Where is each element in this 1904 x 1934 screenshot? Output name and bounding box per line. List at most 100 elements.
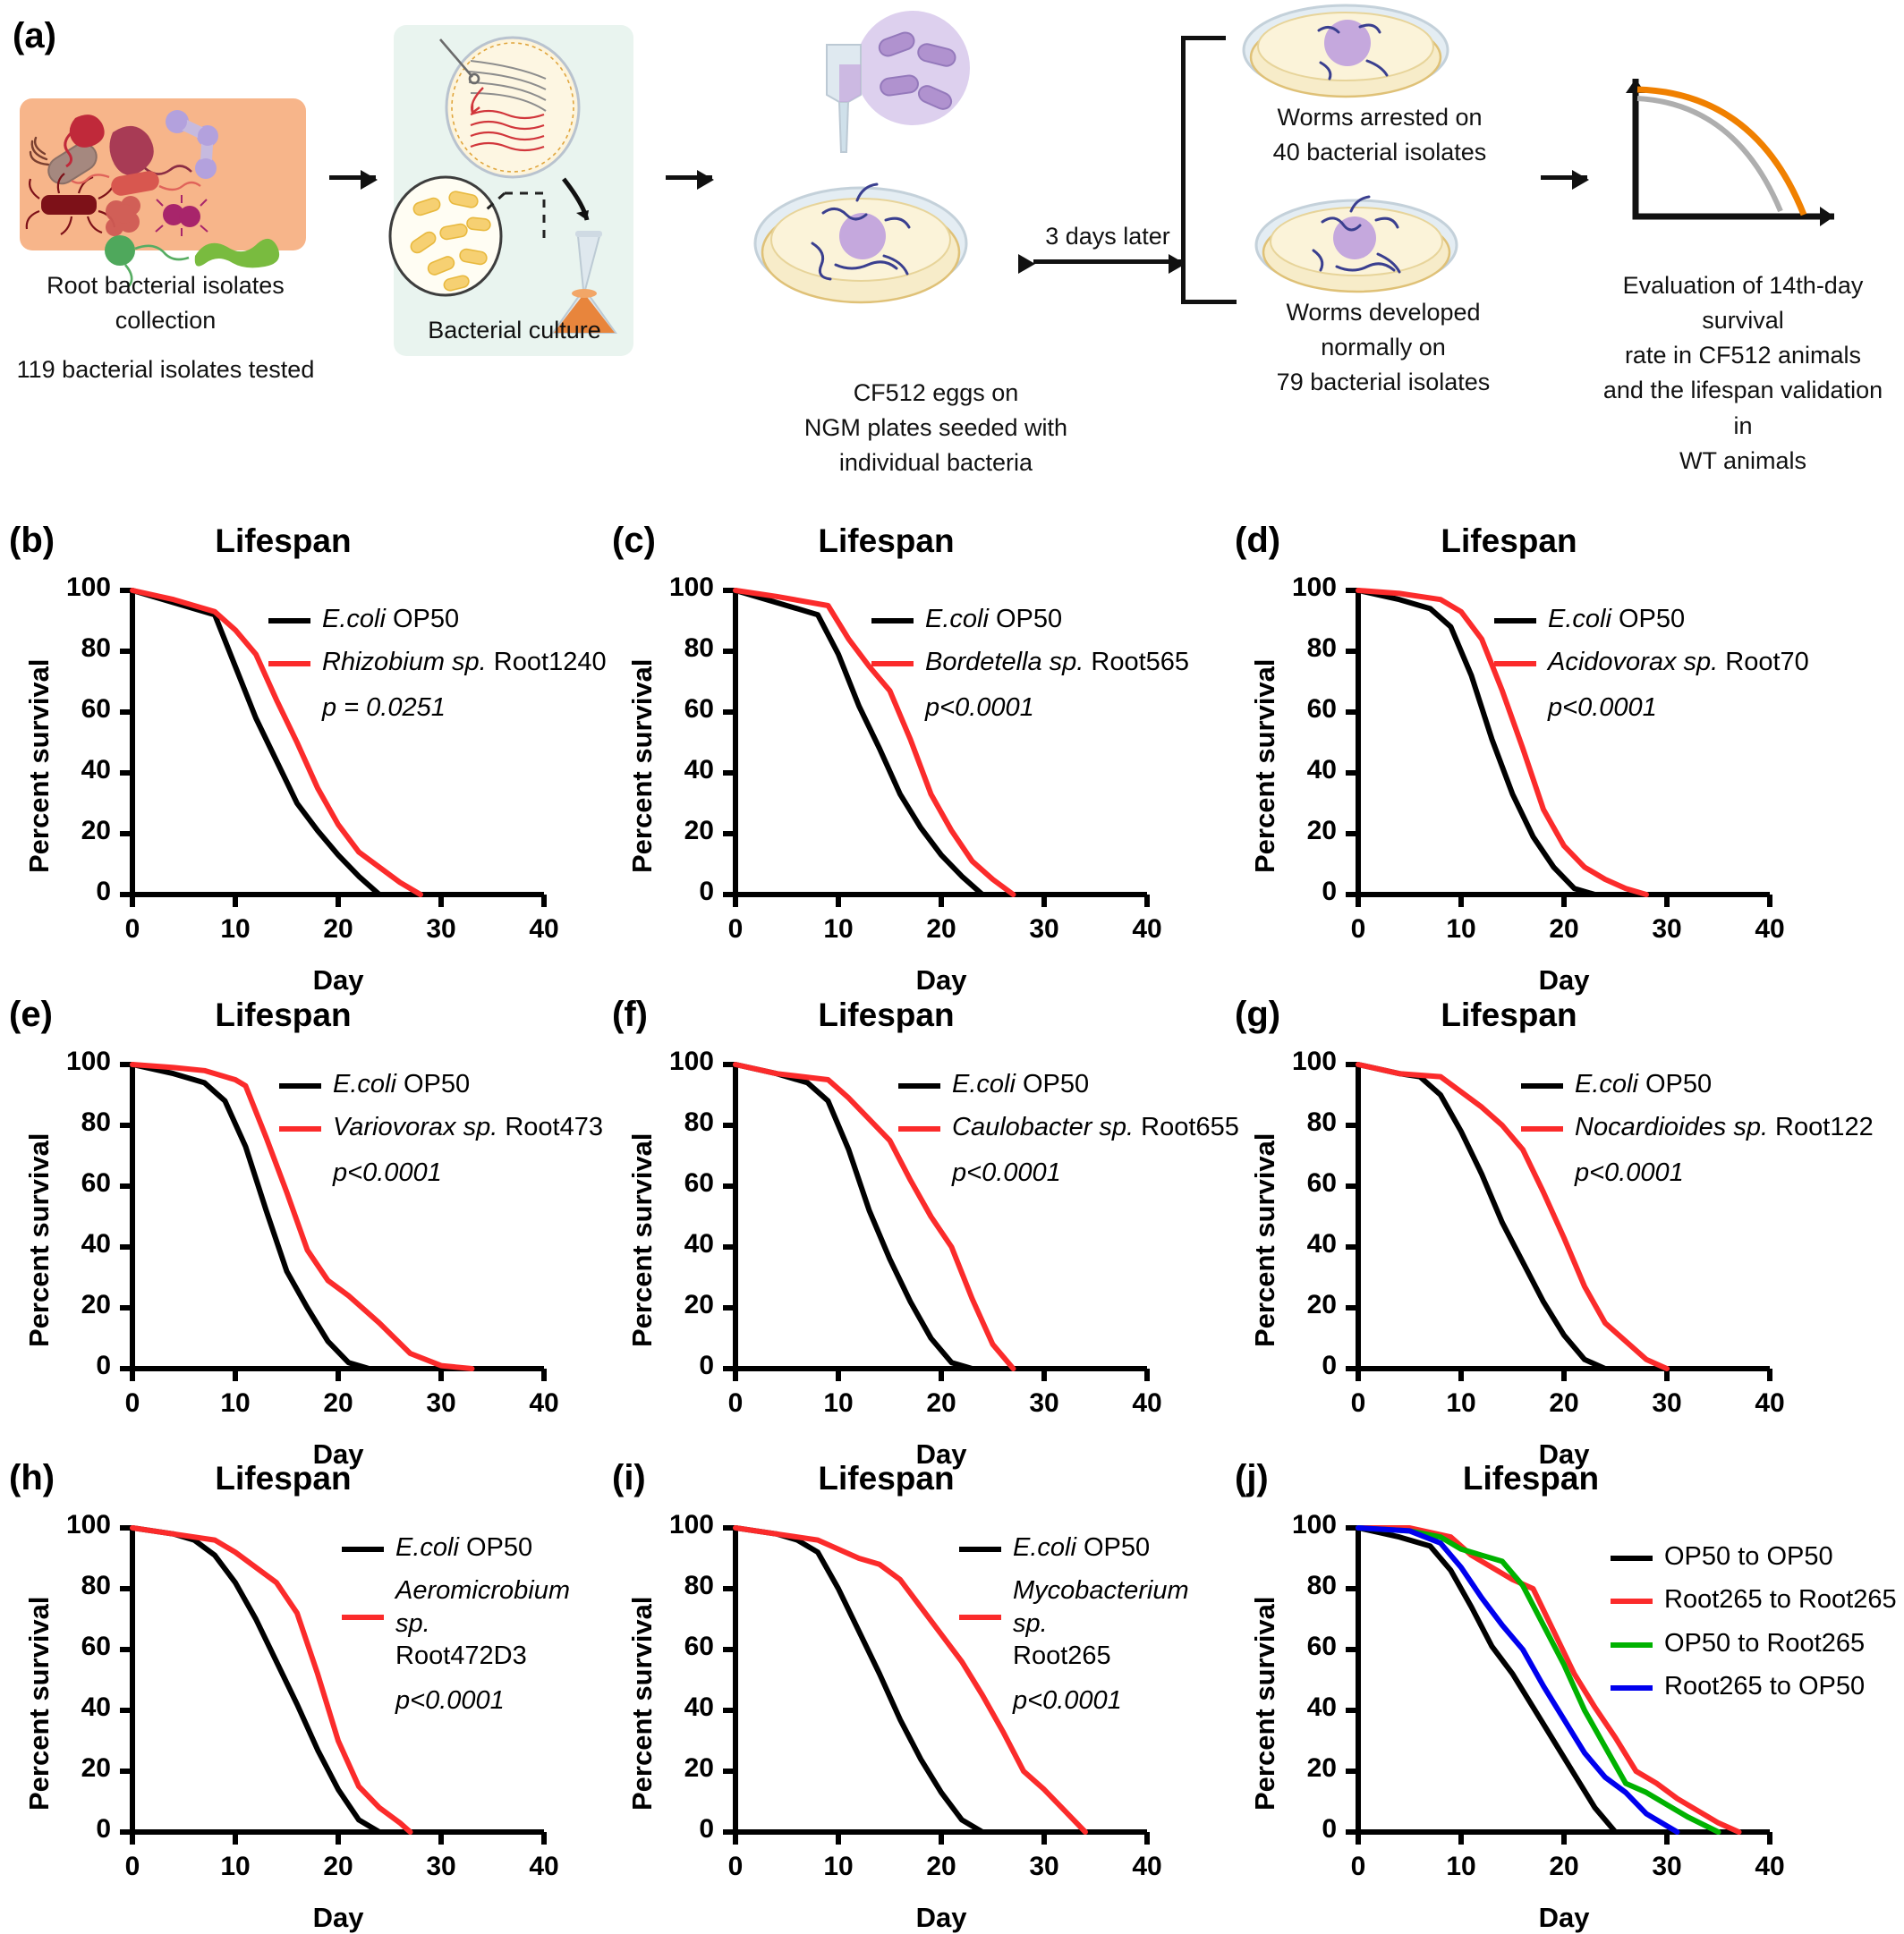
caption-line: 119 bacterial isolates tested	[16, 356, 315, 384]
legend-line-swatch-red	[268, 661, 310, 667]
x-axis-label: Day	[1538, 1438, 1590, 1470]
x-axis-label: Day	[1538, 1902, 1590, 1933]
series-line	[733, 588, 1016, 897]
x-axis-label: Day	[915, 1902, 967, 1933]
y-axis-label: Percent survival	[23, 1132, 55, 1347]
legend-item-op50-to-root265: OP50 to Root265	[1611, 1627, 1904, 1659]
x-tick-label: 20	[323, 1852, 353, 1881]
bacteria-illustration	[25, 110, 280, 287]
x-tick-label: 0	[1350, 914, 1366, 944]
legend-item-control: E.coli OP50	[1494, 603, 1809, 635]
chart-legend: E.coli OP50 Bordetella sp. Root565 p<0.0…	[871, 603, 1189, 724]
caption-line: individual bacteria	[838, 449, 1033, 477]
panel-d-chart: (d) Lifespan 100 80 60 40 20 0 0 10 20 30 40 Percen…	[1226, 521, 1860, 996]
caption-line: 79 bacterial isolates	[1276, 369, 1491, 396]
p-value-label: p<0.0001	[1013, 1686, 1122, 1715]
x-tick-label: 20	[926, 1852, 956, 1881]
chart-legend: E.coli OP50 Rhizobium sp. Root1240 p = 0…	[268, 603, 607, 724]
x-tick-label: 20	[1549, 1852, 1579, 1881]
x-tick-label: 40	[1755, 1388, 1785, 1418]
plot-canvas	[120, 588, 547, 907]
legend-line-swatch-black	[1521, 1083, 1563, 1089]
x-tick-label: 40	[1132, 914, 1162, 944]
y-tick-label: 100	[1291, 1510, 1337, 1540]
caption-cf512-eggs: CF512 eggs on NGM plates seeded with ind…	[784, 376, 1088, 480]
legend-item-treatment: Nocardioides sp. Root122	[1521, 1111, 1874, 1143]
x-tick-label: 30	[1652, 1388, 1682, 1418]
y-tick-label: 0	[1322, 1814, 1337, 1844]
legend-label: E.coli OP50	[1548, 605, 1686, 633]
y-tick-label: 40	[81, 1229, 111, 1259]
y-tick-label: 20	[684, 1290, 714, 1319]
plot-canvas	[1346, 588, 1772, 907]
arrested-worms-plate	[1242, 4, 1449, 98]
y-tick-label: 80	[81, 1571, 111, 1600]
y-tick-label: 0	[96, 877, 111, 906]
y-tick-label: 40	[684, 1229, 714, 1259]
caption-bacterial-culture: Bacterial culture	[385, 313, 644, 348]
chart-legend: OP50 to OP50 Root265 to Root265 OP50 to …	[1611, 1540, 1904, 1713]
legend-label: Root265 to Root265	[1664, 1585, 1897, 1615]
x-tick-label: 30	[426, 1388, 456, 1418]
x-axis-label: Day	[312, 1902, 364, 1933]
p-value-label: p<0.0001	[1548, 692, 1657, 722]
x-tick-label: 20	[323, 914, 353, 944]
legend-label: E.coli OP50	[952, 1070, 1090, 1098]
legend-label: Variovorax sp. Root473	[333, 1113, 603, 1142]
y-tick-label: 60	[81, 1632, 111, 1661]
x-tick-label: 30	[1029, 1852, 1059, 1881]
chart-legend: E.coli OP50 Acidovorax sp. Root70 p<0.00…	[1494, 603, 1809, 724]
caption-isolate-collection: Root bacterial isolates collection 119 b…	[0, 268, 331, 387]
panel-h-chart: (h) Lifespan 100 80 60 40 20 0 0 10 20 30 40 Percen…	[0, 1458, 634, 1933]
plot-canvas	[1346, 1525, 1772, 1845]
y-tick-label: 100	[668, 1510, 714, 1540]
legend-line-swatch-red	[342, 1615, 384, 1621]
timeline-line	[1033, 254, 1186, 274]
p-value-label: p<0.0001	[333, 1158, 442, 1187]
x-tick-label: 20	[926, 1388, 956, 1418]
y-tick-label: 40	[1306, 1229, 1337, 1259]
caption-line: Worms developed	[1286, 299, 1481, 326]
chart-legend: E.coli OP50 Nocardioides sp. Root122 p<0…	[1521, 1068, 1874, 1189]
caption-line: 3 days later	[1045, 223, 1170, 250]
x-tick-label: 10	[220, 914, 251, 944]
y-tick-label: 60	[684, 1168, 714, 1198]
y-tick-label: 60	[684, 1632, 714, 1661]
caption-line: Evaluation of 14th-day survival	[1622, 272, 1864, 335]
y-tick-label: 80	[1306, 1571, 1337, 1600]
y-tick-label: 40	[1306, 755, 1337, 785]
legend-item-control: E.coli OP50	[959, 1531, 1228, 1564]
legend-item-treatment: Acidovorax sp. Root70	[1494, 646, 1809, 678]
legend-label: Root265 to OP50	[1664, 1671, 1866, 1701]
arrow-right-icon	[666, 170, 714, 190]
y-tick-label: 80	[81, 1107, 111, 1137]
x-tick-label: 20	[1549, 914, 1579, 944]
plot-canvas	[120, 1062, 547, 1381]
legend-label: E.coli OP50	[1575, 1070, 1713, 1098]
x-tick-label: 10	[1446, 1852, 1476, 1881]
series-line	[733, 1525, 985, 1835]
y-tick-label: 20	[81, 1290, 111, 1319]
y-axis-label: Percent survival	[23, 1596, 55, 1811]
legend-label: E.coli OP50	[1013, 1533, 1151, 1562]
x-tick-label: 10	[1446, 1388, 1476, 1418]
caption-worms-developed: Worms developed normally on 79 bacterial…	[1240, 295, 1526, 400]
legend-line-swatch-black	[1494, 618, 1536, 623]
y-tick-label: 60	[1306, 1168, 1337, 1198]
branch-arm-top	[1181, 36, 1226, 40]
x-tick-label: 20	[926, 914, 956, 944]
y-axis-label: Percent survival	[626, 658, 658, 873]
plot-canvas	[1346, 1062, 1772, 1381]
series-line	[1356, 1525, 1721, 1835]
x-tick-label: 20	[1549, 1388, 1579, 1418]
series-line	[130, 588, 423, 897]
x-tick-label: 10	[1446, 914, 1476, 944]
y-tick-label: 80	[684, 1107, 714, 1137]
legend-line-swatch-red	[871, 661, 914, 667]
x-tick-label: 30	[1652, 914, 1682, 944]
legend-label: Caulobacter sp. Root655	[952, 1113, 1239, 1142]
y-tick-label: 100	[1291, 1047, 1337, 1076]
legend-item-op50-to-op50: OP50 to OP50	[1611, 1540, 1904, 1573]
plot-canvas	[723, 1525, 1150, 1845]
chart-legend: E.coli OP50 Variovorax sp. Root473 p<0.0…	[279, 1068, 603, 1189]
